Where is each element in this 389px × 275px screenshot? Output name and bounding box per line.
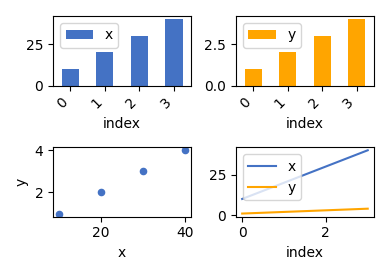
Bar xyxy=(131,36,148,86)
X-axis label: x: x xyxy=(118,246,126,260)
Bar xyxy=(165,19,182,86)
y xyxy=(282,210,286,214)
y xyxy=(365,207,370,210)
Point xyxy=(98,190,104,195)
Bar xyxy=(96,52,114,86)
x xyxy=(282,181,286,184)
Point xyxy=(182,148,188,152)
Bar xyxy=(279,52,296,86)
Bar xyxy=(62,69,79,86)
Bar xyxy=(245,69,262,86)
Legend: y: y xyxy=(243,23,301,48)
X-axis label: index: index xyxy=(103,117,141,131)
x xyxy=(365,148,370,152)
X-axis label: index: index xyxy=(286,246,324,260)
Line: x: x xyxy=(242,150,368,199)
x xyxy=(324,165,328,168)
X-axis label: index: index xyxy=(286,117,324,131)
Point xyxy=(140,169,146,174)
Line: y: y xyxy=(242,209,368,214)
y xyxy=(324,209,328,212)
Point xyxy=(56,211,62,216)
Bar xyxy=(348,19,365,86)
Legend: x: x xyxy=(60,23,118,48)
Legend: x, y: x, y xyxy=(243,154,301,200)
x xyxy=(240,197,245,200)
Y-axis label: y: y xyxy=(15,178,29,186)
Bar xyxy=(314,36,331,86)
y xyxy=(240,212,245,215)
